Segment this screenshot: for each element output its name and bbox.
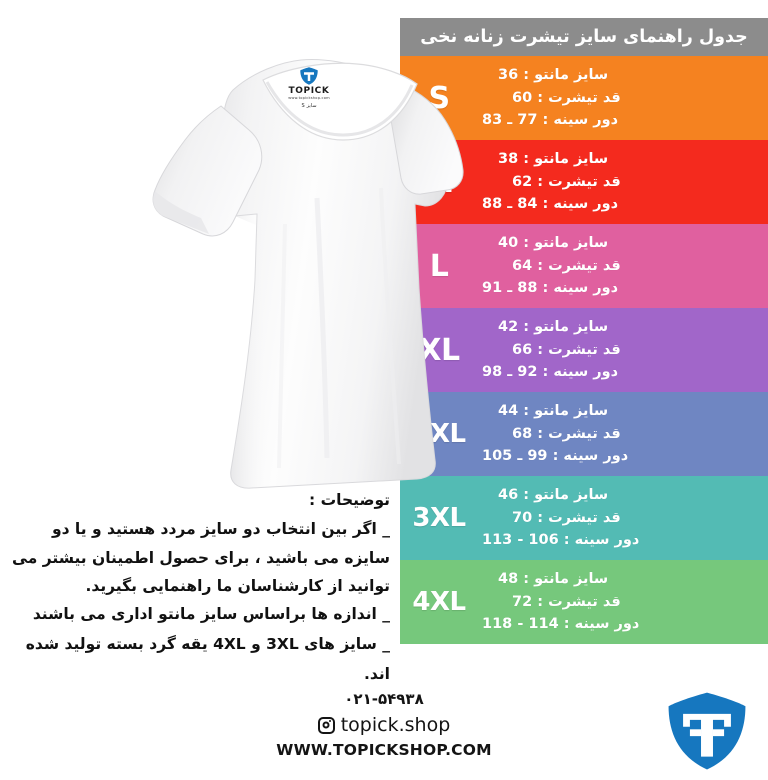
row-measurements: سایز مانتو : 42 قد تیشرت : 66 دور سینه :… (478, 316, 768, 385)
row-line-shirt-length: قد تیشرت : 70 (512, 509, 621, 526)
row-line-chest: دور سینه : 84 ـ 88 (482, 196, 619, 213)
row-measurements: سایز مانتو : 36 قد تیشرت : 60 دور سینه :… (478, 64, 768, 133)
table-row: سایز مانتو : 44 قد تیشرت : 68 دور سینه :… (400, 392, 768, 476)
row-size-label: 3XL (412, 503, 466, 533)
row-line-shirt-length: قد تیشرت : 66 (512, 341, 621, 358)
note-item: _ اندازه ها براساس سایز مانتو اداری می ب… (32, 605, 390, 624)
footer-website[interactable]: WWW.TOPICKSHOP.COM (276, 741, 492, 760)
footer-instagram[interactable]: topick.shop (0, 712, 768, 740)
row-measurements: سایز مانتو : 40 قد تیشرت : 64 دور سینه :… (478, 232, 768, 301)
footer-instagram-handle: topick.shop (340, 713, 451, 736)
row-line-shirt-length: قد تیشرت : 72 (512, 593, 621, 610)
row-line-chest: دور سینه : 106 - 113 (482, 532, 640, 549)
row-line-manto-size: سایز مانتو : 42 (498, 318, 609, 335)
instagram-icon (317, 716, 335, 734)
row-line-chest: دور سینه : 114 - 118 (482, 616, 640, 633)
notes-title: توضیحات : (308, 491, 390, 509)
row-line-shirt-length: قد تیشرت : 68 (512, 425, 621, 442)
row-line-chest: دور سینه : 92 ـ 98 (482, 364, 619, 381)
row-line-shirt-length: قد تیشرت : 64 (512, 257, 621, 274)
row-line-chest: دور سینه : 77 ـ 83 (482, 112, 619, 129)
row-line-manto-size: سایز مانتو : 44 (498, 402, 609, 419)
table-row: سایز مانتو : 42 قد تیشرت : 66 دور سینه :… (400, 308, 768, 392)
table-row: سایز مانتو : 46 قد تیشرت : 70 دور سینه :… (400, 476, 768, 560)
size-table: جدول راهنمای سایز تیشرت زنانه نخی سایز م… (400, 18, 768, 644)
topick-logo (664, 690, 750, 772)
row-line-manto-size: سایز مانتو : 40 (498, 234, 609, 251)
row-line-manto-size: سایز مانتو : 36 (498, 66, 609, 83)
row-line-shirt-length: قد تیشرت : 60 (512, 89, 621, 106)
row-line-manto-size: سایز مانتو : 46 (498, 486, 609, 503)
note-item: _ سایز های 3XL و 4XL یقه گرد بسته تولید … (25, 634, 390, 683)
row-size-label: L (429, 248, 449, 284)
row-line-manto-size: سایز مانتو : 48 (498, 570, 609, 587)
footer-phone: ۰۲۱-۵۴۹۳۸ (344, 690, 424, 708)
row-size-label: 4XL (412, 587, 466, 617)
table-row: سایز مانتو : 48 قد تیشرت : 72 دور سینه :… (400, 560, 768, 644)
tshirt-illustration (85, 28, 485, 498)
row-line-manto-size: سایز مانتو : 38 (498, 150, 609, 167)
table-row: سایز مانتو : 40 قد تیشرت : 64 دور سینه :… (400, 224, 768, 308)
note-item: _ اگر بین انتخاب دو سایز مردد هستید و یا… (12, 520, 390, 595)
footer: ۰۲۱-۵۴۹۳۸ topick.shop WWW.TOPICKSHOP.COM (0, 688, 768, 759)
row-line-shirt-length: قد تیشرت : 62 (512, 173, 621, 190)
row-line-chest: دور سینه : 88 ـ 91 (482, 280, 619, 297)
row-line-chest: دور سینه : 99 ـ 105 (482, 448, 629, 465)
row-size-label: XL (418, 332, 460, 368)
notes-section: توضیحات : _ اگر بین انتخاب دو سایز مردد … (8, 486, 390, 689)
row-measurements: سایز مانتو : 38 قد تیشرت : 62 دور سینه :… (478, 148, 768, 217)
row-measurements: سایز مانتو : 48 قد تیشرت : 72 دور سینه :… (478, 568, 768, 637)
table-row: سایز مانتو : 38 قد تیشرت : 62 دور سینه :… (400, 140, 768, 224)
row-measurements: سایز مانتو : 44 قد تیشرت : 68 دور سینه :… (478, 400, 768, 469)
table-row: سایز مانتو : 36 قد تیشرت : 60 دور سینه :… (400, 56, 768, 140)
size-table-title: جدول راهنمای سایز تیشرت زنانه نخی (400, 18, 768, 56)
row-measurements: سایز مانتو : 46 قد تیشرت : 70 دور سینه :… (478, 484, 768, 553)
